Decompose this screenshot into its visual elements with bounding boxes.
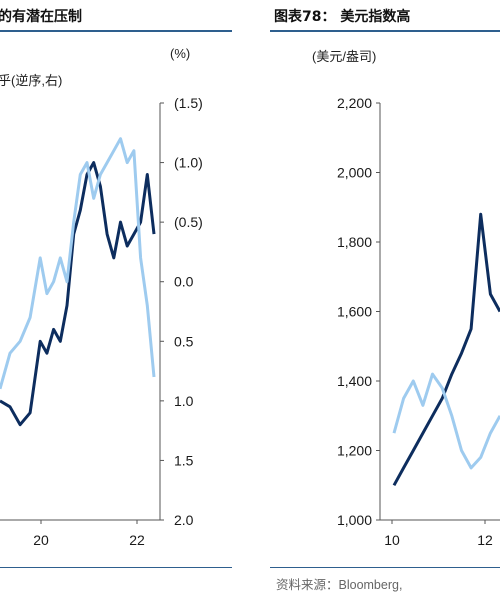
- left-x-tick-label: 22: [129, 532, 145, 548]
- right-y-tick-label: 1,600: [337, 304, 372, 320]
- source-note: 资料来源：Bloomberg,: [276, 578, 403, 592]
- right-chart: 2,200 2,000 1,800 1,600 1,400 1,200 1,000 10 12: [337, 95, 500, 548]
- right-panel-title: 图表78： 美元指数高: [274, 9, 411, 25]
- right-bottom-rule: [270, 567, 500, 568]
- left-y-tick-label: 1.5: [174, 452, 194, 468]
- right-y-tick-label: 1,800: [337, 234, 372, 250]
- right-title-rule: [270, 30, 500, 32]
- left-legend-fragment: 乎(逆序,右): [0, 73, 63, 88]
- left-x-tick-label: 20: [33, 532, 49, 548]
- left-series-light-line: [0, 137, 156, 390]
- left-title-rule: [0, 30, 232, 32]
- left-y-tick-label: (1.5): [174, 95, 203, 111]
- left-y-tick-label: 1.0: [174, 393, 194, 409]
- left-y-tick-label: (0.5): [174, 214, 203, 230]
- left-y-tick-label: (1.0): [174, 155, 203, 171]
- right-y-tick-label: 1,200: [337, 443, 372, 459]
- right-series-light-line: [392, 372, 500, 470]
- right-y-tick-label: 2,000: [337, 165, 372, 181]
- left-y-tick-label: 0.0: [174, 274, 194, 290]
- right-x-tick-label: 12: [477, 532, 493, 548]
- left-y-tick-label: 0.5: [174, 333, 194, 349]
- left-chart: (1.5) (1.0) (0.5) 0.0 0.5 1.0 1.5 2.0 20 22: [0, 95, 203, 548]
- right-series-dark-line: [392, 212, 500, 487]
- left-series-dark-line: [0, 161, 156, 427]
- right-y-tick-label: 1,400: [337, 373, 372, 389]
- left-unit-label: (%): [170, 46, 191, 61]
- right-x-tick-label: 10: [384, 532, 400, 548]
- right-y-tick-label: 1,000: [337, 512, 372, 528]
- left-y-tick-label: 2.0: [174, 512, 194, 528]
- right-unit-label: (美元/盎司): [312, 49, 377, 64]
- left-bottom-rule: [0, 567, 232, 568]
- left-panel-title: 的有潜在压制: [0, 9, 82, 25]
- right-y-tick-label: 2,200: [337, 95, 372, 111]
